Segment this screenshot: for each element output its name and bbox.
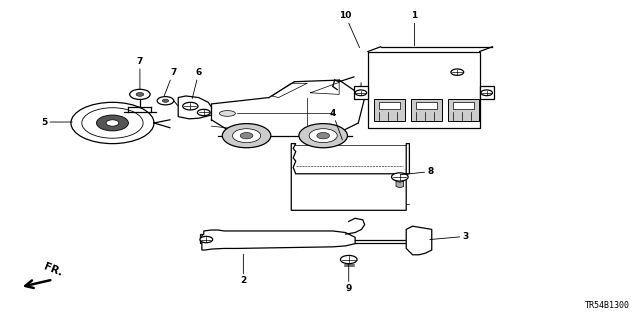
FancyBboxPatch shape: [354, 86, 368, 99]
Circle shape: [481, 90, 492, 96]
Circle shape: [309, 129, 337, 143]
Text: 5: 5: [41, 117, 72, 127]
Ellipse shape: [220, 111, 236, 116]
Circle shape: [451, 69, 464, 75]
Circle shape: [71, 102, 154, 144]
Circle shape: [299, 123, 348, 148]
Circle shape: [182, 102, 198, 110]
FancyBboxPatch shape: [412, 99, 442, 122]
Circle shape: [157, 97, 173, 105]
Text: 7: 7: [164, 68, 176, 96]
Polygon shape: [291, 144, 410, 210]
Circle shape: [222, 123, 271, 148]
Text: 1: 1: [412, 11, 418, 46]
Circle shape: [197, 109, 210, 116]
Circle shape: [317, 132, 330, 139]
FancyBboxPatch shape: [200, 234, 211, 243]
FancyBboxPatch shape: [417, 102, 437, 109]
Circle shape: [200, 236, 212, 243]
Circle shape: [392, 173, 408, 181]
FancyBboxPatch shape: [368, 51, 479, 128]
Text: 4: 4: [330, 109, 342, 140]
Text: 8: 8: [401, 167, 434, 176]
Polygon shape: [202, 230, 355, 250]
Text: FR.: FR.: [42, 262, 64, 278]
FancyBboxPatch shape: [449, 99, 479, 122]
Circle shape: [240, 132, 253, 139]
Circle shape: [130, 89, 150, 100]
Polygon shape: [406, 226, 432, 255]
Circle shape: [232, 129, 260, 143]
Text: 10: 10: [339, 11, 360, 48]
Polygon shape: [396, 181, 404, 188]
FancyBboxPatch shape: [454, 102, 474, 109]
Text: 6: 6: [192, 68, 202, 99]
Text: 3: 3: [430, 232, 468, 241]
Circle shape: [355, 90, 367, 96]
Circle shape: [97, 115, 129, 131]
Text: 2: 2: [240, 254, 246, 285]
Circle shape: [136, 93, 144, 96]
FancyBboxPatch shape: [479, 86, 493, 99]
Polygon shape: [178, 96, 211, 119]
FancyBboxPatch shape: [380, 102, 400, 109]
Text: 9: 9: [346, 264, 352, 293]
Circle shape: [163, 99, 169, 102]
Text: 7: 7: [137, 57, 143, 89]
Text: TR54B1300: TR54B1300: [585, 301, 630, 310]
Circle shape: [106, 120, 119, 126]
Circle shape: [340, 256, 357, 264]
FancyBboxPatch shape: [374, 99, 405, 122]
